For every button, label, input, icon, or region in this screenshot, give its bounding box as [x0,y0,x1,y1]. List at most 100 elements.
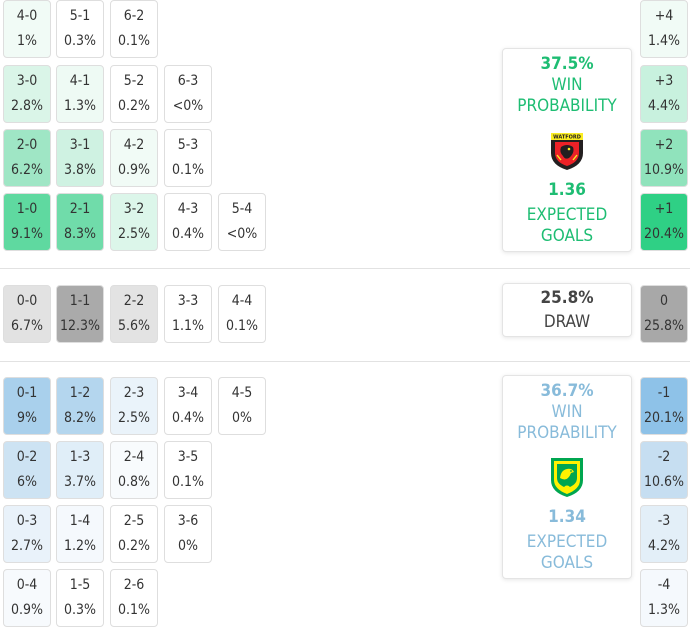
cell-probability: 25.8% [643,318,684,334]
cell-probability: 3.8% [64,162,96,178]
cell-label: 1-2 [69,385,91,401]
score-cell[interactable]: 2-1 8.3% [56,193,104,251]
margin-cell[interactable]: +2 10.9% [640,129,688,187]
margin-cell[interactable]: -3 4.2% [640,505,688,563]
score-cell[interactable]: 5-4 <0% [218,193,266,251]
score-cell[interactable]: 0-4 0.9% [3,569,51,627]
score-cell[interactable]: 1-0 9.1% [3,193,51,251]
score-cell[interactable]: 2-5 0.2% [110,505,158,563]
cell-label: 0-1 [16,385,38,401]
score-cell[interactable]: 4-4 0.1% [218,285,266,343]
cell-label: 2-4 [123,449,145,465]
score-cell[interactable]: 3-3 1.1% [164,285,212,343]
cell-label: -3 [657,513,671,529]
cell-label: +1 [654,201,674,217]
score-cell[interactable]: 4-2 0.9% [110,129,158,187]
score-cell[interactable]: 5-1 0.3% [56,0,104,58]
score-cell[interactable]: 1-1 12.3% [56,285,104,343]
cell-label: 5-3 [177,137,199,153]
cell-probability: 0% [178,538,198,554]
margin-cell[interactable]: +1 20.4% [640,193,688,251]
score-cell[interactable]: 4-1 1.3% [56,65,104,123]
cell-probability: 0.1% [172,162,204,178]
margin-cell[interactable]: +3 4.4% [640,65,688,123]
cell-probability: 20.1% [643,410,684,426]
cell-label: 3-6 [177,513,199,529]
margin-cell[interactable]: -4 1.3% [640,569,688,627]
margin-cell[interactable]: -2 10.6% [640,441,688,499]
watford-crest-icon: WATFORD [551,133,583,170]
score-cell[interactable]: 1-2 8.2% [56,377,104,435]
score-cell[interactable]: 2-3 2.5% [110,377,158,435]
cell-label: 0-0 [16,293,38,309]
score-cell[interactable]: 1-5 0.3% [56,569,104,627]
score-cell[interactable]: 4-5 0% [218,377,266,435]
home-win-label: WIN PROBABILITY [517,75,617,116]
score-cell[interactable]: 3-2 2.5% [110,193,158,251]
cell-label: 2-2 [123,293,145,309]
score-cell[interactable]: 3-4 0.4% [164,377,212,435]
cell-label: 3-2 [123,201,145,217]
cell-probability: 2.5% [118,226,150,242]
cell-label: 2-3 [123,385,145,401]
cell-probability: 6.2% [11,162,43,178]
score-cell[interactable]: 3-6 0% [164,505,212,563]
score-cell[interactable]: 1-3 3.7% [56,441,104,499]
draw-label: DRAW [543,312,591,332]
cell-label: +2 [654,137,674,153]
away-win-label: WIN PROBABILITY [517,402,617,443]
score-cell[interactable]: 0-2 6% [3,441,51,499]
score-cell[interactable]: 0-1 9% [3,377,51,435]
cell-label: 2-1 [69,201,91,217]
score-cell[interactable]: 5-2 0.2% [110,65,158,123]
cell-probability: 0% [232,410,252,426]
draw-away-divider [0,361,690,362]
score-cell[interactable]: 4-0 1% [3,0,51,58]
cell-label: 4-3 [177,201,199,217]
margin-cell[interactable]: +4 1.4% [640,0,688,58]
cell-probability: 0.2% [118,538,150,554]
cell-label: -2 [657,449,671,465]
cell-probability: 4.2% [648,538,680,554]
cell-probability: 0.9% [11,602,43,618]
score-cell[interactable]: 0-0 6.7% [3,285,51,343]
draw-percentage: 25.8% [540,288,594,308]
score-cell[interactable]: 2-0 6.2% [3,129,51,187]
cell-label: 4-2 [123,137,145,153]
cell-probability: 1% [17,33,37,49]
score-cell[interactable]: 5-3 0.1% [164,129,212,187]
margin-cell[interactable]: 0 25.8% [640,285,688,343]
cell-probability: 2.8% [11,98,43,114]
cell-label: 2-0 [16,137,38,153]
home-draw-divider [0,268,690,269]
score-cell[interactable]: 0-3 2.7% [3,505,51,563]
margin-cell[interactable]: -1 20.1% [640,377,688,435]
score-cell[interactable]: 1-4 1.2% [56,505,104,563]
score-cell[interactable]: 2-4 0.8% [110,441,158,499]
cell-probability: 2.7% [11,538,43,554]
score-cell[interactable]: 2-2 5.6% [110,285,158,343]
cell-probability: 12.3% [59,318,100,334]
cell-label: 0-3 [16,513,38,529]
score-cell[interactable]: 6-3 <0% [164,65,212,123]
cell-label: +4 [654,8,674,24]
cell-probability: 0.2% [118,98,150,114]
cell-probability: 1.3% [648,602,680,618]
score-cell[interactable]: 3-0 2.8% [3,65,51,123]
cell-probability: 20.4% [643,226,684,242]
cell-probability: 0.9% [118,162,150,178]
score-cell[interactable]: 6-2 0.1% [110,0,158,58]
score-cell[interactable]: 3-5 0.1% [164,441,212,499]
score-cell[interactable]: 4-3 0.4% [164,193,212,251]
score-cell[interactable]: 3-1 3.8% [56,129,104,187]
score-cell[interactable]: 2-6 0.1% [110,569,158,627]
cell-label: 1-4 [69,513,91,529]
cell-probability: 0.1% [118,33,150,49]
cell-probability: 1.4% [648,33,680,49]
cell-label: 4-0 [16,8,38,24]
cell-probability: 8.2% [64,410,96,426]
cell-probability: 0.1% [226,318,258,334]
away-expected-goals-value: 1.34 [548,507,586,527]
cell-probability: 1.3% [64,98,96,114]
cell-probability: 0.3% [64,33,96,49]
